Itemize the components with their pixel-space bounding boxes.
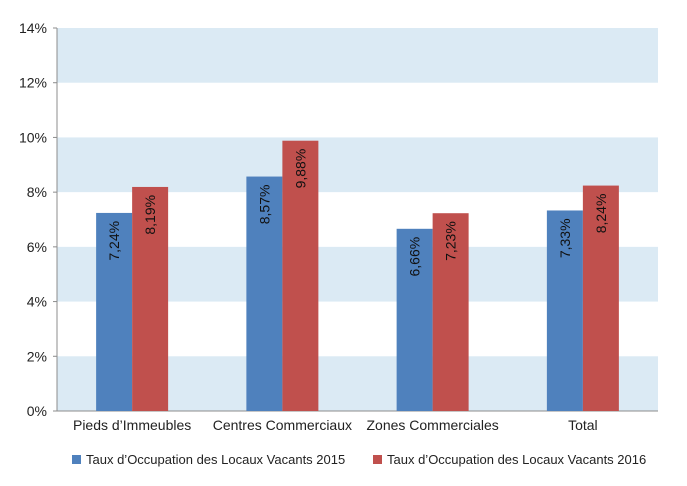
bar-value-label: 7,23%	[443, 221, 459, 261]
y-tick-label: 12%	[19, 75, 47, 91]
bar-value-label: 7,24%	[106, 221, 122, 261]
bar	[582, 185, 619, 411]
y-tick-label: 14%	[19, 20, 47, 36]
y-tick-label: 8%	[27, 184, 47, 200]
y-tick-label: 0%	[27, 403, 47, 419]
category-label: Pieds d’Immeubles	[73, 417, 191, 433]
y-tick-label: 4%	[27, 294, 47, 310]
bar-value-label: 7,33%	[557, 218, 573, 258]
bar-value-label: 8,57%	[256, 185, 272, 225]
legend-entry-label: Taux d’Occupation des Locaux Vacants 201…	[387, 452, 646, 467]
y-tick-label: 6%	[27, 239, 47, 255]
category-labels: Pieds d’Immeubles Centres Commerciaux Zone…	[73, 417, 598, 433]
bars: 7,24% 8,19% 8,57% 9,88% 6,66% 7,23% 7,33% 8,24%	[96, 140, 619, 411]
bar	[246, 176, 283, 411]
y-tick-label: 10%	[19, 129, 47, 145]
legend-swatch	[373, 455, 382, 464]
bar	[546, 210, 583, 411]
legend-swatch	[72, 455, 81, 464]
bar	[396, 228, 433, 411]
bar	[96, 212, 133, 411]
bar-value-label: 6,66%	[407, 237, 423, 277]
bar-value-label: 8,19%	[142, 195, 158, 235]
bar-value-label: 8,24%	[593, 194, 609, 234]
category-label: Centres Commerciaux	[213, 417, 352, 433]
legend: Taux d’Occupation des Locaux Vacants 201…	[72, 452, 646, 467]
bar	[432, 213, 469, 411]
category-label: Zones Commerciales	[366, 417, 498, 433]
y-axis-ticks: 0% 2% 4% 6% 8% 10% 12% 14%	[19, 20, 57, 419]
legend-entry-label: Taux d’Occupation des Locaux Vacants 201…	[86, 452, 345, 467]
grid-band	[57, 28, 658, 83]
y-tick-label: 2%	[27, 348, 47, 364]
bar	[132, 186, 169, 411]
bar	[282, 140, 319, 411]
category-label: Total	[568, 417, 598, 433]
grid-band	[57, 137, 658, 193]
bar-value-label: 9,88%	[292, 149, 308, 189]
